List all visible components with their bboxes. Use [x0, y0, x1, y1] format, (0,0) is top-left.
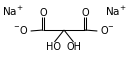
Text: HO: HO [46, 42, 61, 52]
Text: O: O [81, 7, 89, 18]
Text: O$^{-}$: O$^{-}$ [100, 23, 115, 35]
Text: OH: OH [67, 42, 82, 52]
Text: O: O [39, 7, 47, 18]
Text: Na$^{+}$: Na$^{+}$ [105, 4, 126, 18]
Text: $^{-}$O: $^{-}$O [13, 23, 28, 35]
Text: Na$^{+}$: Na$^{+}$ [2, 4, 23, 18]
